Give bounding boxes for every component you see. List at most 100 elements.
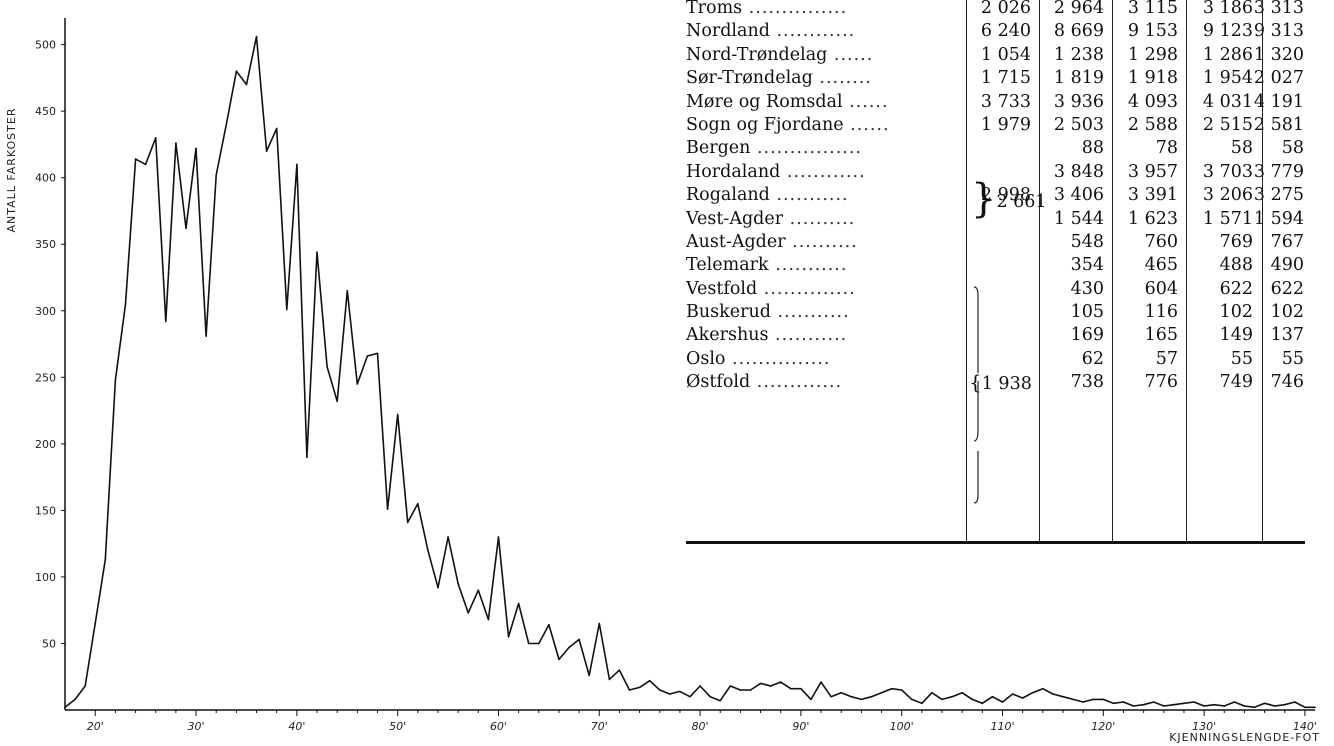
row-leader-dots: ............... — [742, 0, 848, 18]
data-point — [810, 698, 812, 701]
data-point — [830, 695, 832, 698]
table-row: Oslo ............... 62 57 55 55 — [686, 348, 1306, 371]
table-cell: 55 — [1281, 348, 1304, 369]
data-point — [598, 622, 601, 625]
data-point — [195, 147, 197, 150]
table-divider-4 — [1186, 0, 1187, 541]
data-point — [507, 636, 510, 638]
data-point — [517, 602, 520, 605]
data-point — [1122, 701, 1125, 703]
data-point — [900, 689, 903, 691]
data-point — [84, 685, 86, 687]
data-point — [235, 70, 238, 73]
brace-value-bergen-hordaland: 2 661 — [996, 192, 1047, 212]
y-axis-label: ANTALL FARKOSTER — [5, 108, 18, 233]
table-cell: 3 391 — [1127, 185, 1178, 206]
data-point — [406, 521, 409, 524]
table-cell: 1 954 — [1202, 68, 1253, 89]
table-cell: 8 669 — [1053, 21, 1104, 42]
row-leader-dots: ........... — [769, 185, 849, 206]
data-point — [981, 702, 984, 705]
table-cell: 354 — [1070, 255, 1104, 276]
table-cell: 622 — [1270, 278, 1304, 299]
data-point — [1162, 705, 1165, 707]
row-label-text: Møre og Romsdal — [686, 91, 843, 112]
row-label: Troms ............... — [686, 0, 962, 20]
table-cell: 102 — [1270, 302, 1304, 323]
table-cell: 3 957 — [1127, 161, 1178, 182]
data-point — [1273, 705, 1276, 707]
data-point — [447, 536, 449, 538]
data-point — [285, 308, 288, 311]
row-leader-dots: ................ — [750, 138, 862, 159]
y-tick-label: 250 — [35, 371, 56, 384]
table-row: Sogn og Fjordane ...... 1 979 2 503 2 588 2 … — [686, 114, 1306, 137]
data-point — [779, 681, 782, 683]
data-point — [215, 174, 218, 176]
table-cell: 3 275 — [1253, 185, 1304, 206]
data-point — [74, 698, 76, 701]
table-row: Telemark ........... 354 465 488 490 — [686, 254, 1306, 277]
table-cell: 738 — [1070, 372, 1104, 393]
data-point — [356, 383, 359, 385]
table-row: Vest-Agder .......... 1 544 1 623 1 571 1 59… — [686, 208, 1306, 231]
table-cell: 1 979 — [980, 114, 1031, 135]
data-point — [1223, 705, 1226, 707]
row-leader-dots: ........... — [770, 302, 850, 323]
data-point — [800, 687, 802, 690]
table-row: Troms ............... 2 026 2 964 3 115 3 18… — [686, 0, 1306, 20]
data-point — [1092, 698, 1095, 701]
row-label: Oslo ............... — [686, 348, 962, 371]
x-tick-label: 140' — [1293, 720, 1317, 733]
table-cell: 548 — [1070, 231, 1104, 252]
data-point — [1052, 693, 1054, 695]
table-cell: 88 — [1081, 138, 1104, 159]
data-point — [1304, 706, 1306, 709]
data-point — [1072, 698, 1074, 701]
data-point — [537, 642, 540, 645]
row-label: Østfold ............. — [686, 371, 962, 394]
row-label-text: Sør-Trøndelag — [686, 68, 813, 89]
row-label: Vestfold .............. — [686, 278, 962, 301]
data-point — [709, 695, 711, 698]
data-point — [114, 379, 117, 381]
data-point — [608, 678, 611, 681]
table-cell: 2 515 — [1202, 114, 1253, 135]
data-point — [467, 612, 470, 614]
data-point — [689, 695, 691, 698]
table-cell: 769 — [1219, 231, 1253, 252]
y-tick-label: 50 — [42, 637, 56, 650]
table-cell: 78 — [1155, 138, 1178, 159]
data-point — [265, 150, 268, 152]
data-point — [165, 320, 167, 323]
data-point — [487, 618, 490, 621]
data-point — [931, 691, 933, 694]
data-point — [1102, 698, 1105, 701]
table-cell: 760 — [1144, 231, 1178, 252]
table-cell: 57 — [1155, 348, 1178, 369]
y-tick-label: 350 — [35, 238, 56, 251]
data-point — [588, 674, 590, 677]
data-point — [396, 413, 399, 416]
table-row: Buskerud ........... 105 116 102 102 — [686, 301, 1306, 324]
table-cell: 767 — [1270, 231, 1304, 252]
row-label: Sogn og Fjordane ...... — [686, 114, 962, 137]
table-row: Møre og Romsdal ...... 3 733 3 936 4 093 4 0… — [686, 91, 1306, 114]
table-cell: 9 123 — [1202, 21, 1253, 42]
table-cell: 58 — [1230, 138, 1253, 159]
table-cell: 1 238 — [1053, 44, 1104, 65]
x-tick-label: 20' — [87, 720, 104, 733]
data-point — [477, 589, 480, 592]
x-tick-label: 90' — [792, 720, 809, 733]
brace-value-south: 1 938 — [981, 374, 1032, 394]
data-point — [719, 699, 722, 702]
data-point — [225, 123, 228, 126]
table-cell: 1 715 — [980, 68, 1031, 89]
x-tick-labels: 20' 30' 40' 50' 60' 70' 80' 90' 100' 110' 120' 130'… — [87, 720, 1317, 733]
x-tick-label: 50' — [389, 720, 406, 733]
data-point — [1173, 703, 1175, 706]
table-cell: 3 733 — [980, 91, 1031, 112]
data-point — [175, 142, 177, 144]
table-cell: 6 240 — [980, 21, 1031, 42]
